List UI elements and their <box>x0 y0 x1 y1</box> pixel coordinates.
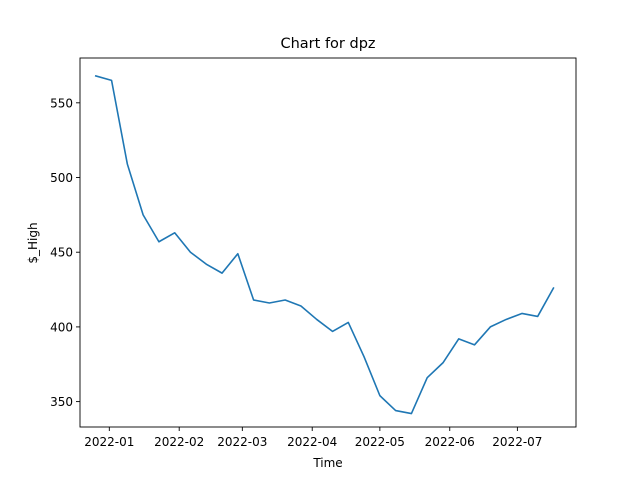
y-tick-label: 450 <box>50 246 73 260</box>
x-tick-label: 2022-01 <box>84 435 134 449</box>
x-tick-label: 2022-06 <box>425 435 475 449</box>
y-tick-label: 400 <box>50 320 73 334</box>
x-tick-label: 2022-04 <box>287 435 337 449</box>
y-tick-label: 550 <box>50 96 73 110</box>
y-tick-label: 500 <box>50 171 73 185</box>
plot-frame <box>79 57 577 428</box>
x-axis: 2022-01 2022-02 2022-03 2022-04 2022-05 2022-… <box>84 427 542 449</box>
x-tick-label: 2022-05 <box>355 435 405 449</box>
x-tick-label: 2022-03 <box>217 435 267 449</box>
x-tick-label: 2022-02 <box>154 435 204 449</box>
series-line <box>94 74 555 415</box>
x-tick-label: 2022-07 <box>492 435 542 449</box>
y-tick-label: 350 <box>50 395 73 409</box>
y-axis: 350 400 450 500 550 <box>50 96 80 409</box>
x-axis-label: Time <box>312 456 342 470</box>
chart-title: Chart for dpz <box>280 36 375 52</box>
y-axis-label: $_High <box>26 222 40 263</box>
